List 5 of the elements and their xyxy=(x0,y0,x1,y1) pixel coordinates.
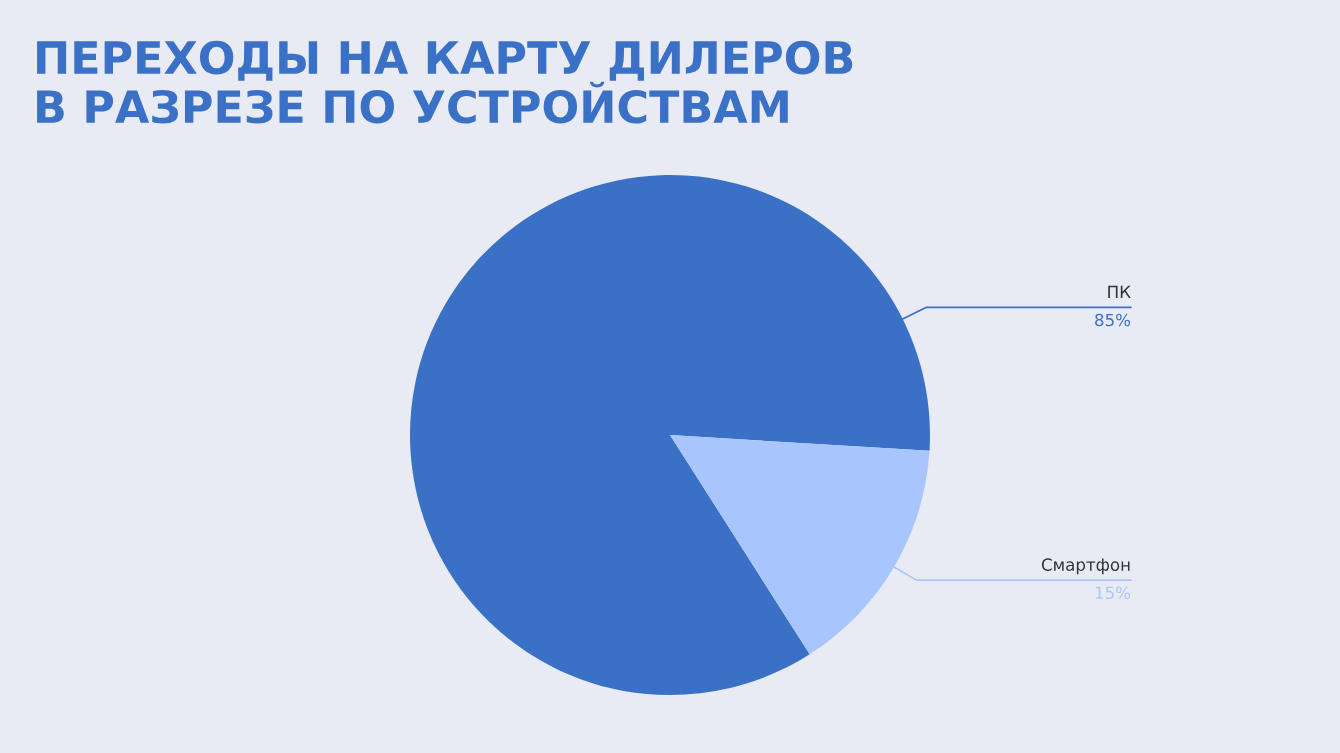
chart-title: ПЕРЕХОДЫ НА КАРТУ ДИЛЕРОВ В РАЗРЕЗЕ ПО УСТРОЙСТВАМ xyxy=(37,40,853,124)
slice-label: ПК xyxy=(1108,285,1131,298)
data-label: 85% xyxy=(1095,313,1131,327)
slice-label: Смартфон xyxy=(1041,558,1130,575)
data-label: 15% xyxy=(1095,586,1131,600)
